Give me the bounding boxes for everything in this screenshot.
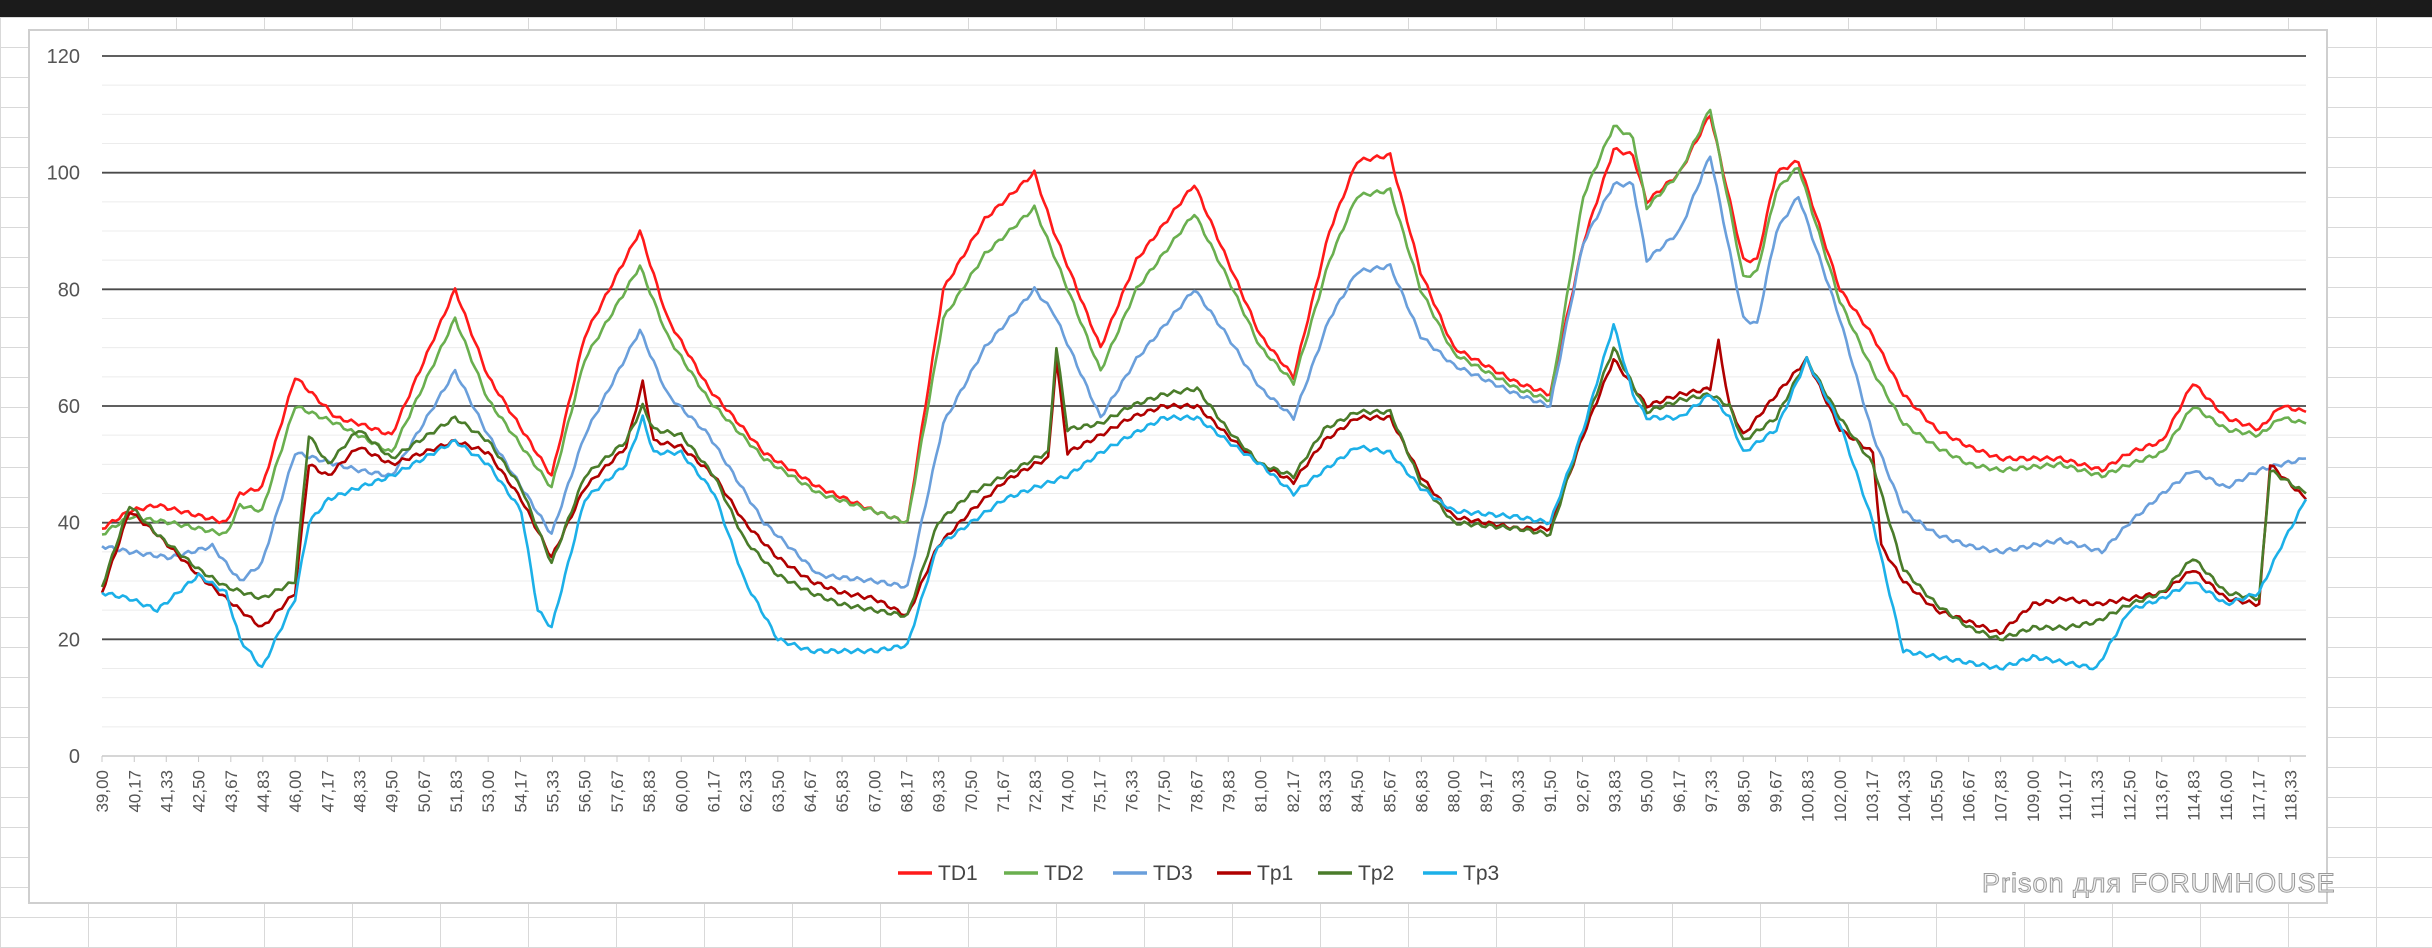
x-tick-label: 64,67 [801, 770, 820, 813]
series-line-tp2 [100, 346, 2307, 642]
x-tick-label: 62,33 [737, 770, 756, 813]
x-tick-label: 57,67 [608, 770, 627, 813]
y-axis-tick-labels: 0 20 40 60 80 100 120 [47, 46, 80, 768]
x-tick-label: 47,17 [318, 770, 337, 813]
watermark: Prison для FORUMHOUSE [1982, 868, 2336, 899]
x-axis-tick-labels: 39,00 40,17 41,33 42,50 43,67 44,83 46,00 47,17… [93, 756, 2300, 822]
x-tick-label: 41,33 [157, 770, 176, 813]
x-tick-label: 107,83 [1992, 770, 2011, 822]
x-tick-label: 51,83 [447, 770, 466, 813]
y-tick-label: 60 [58, 396, 80, 418]
x-tick-label: 43,67 [222, 770, 241, 813]
x-tick-label: 78,67 [1187, 770, 1206, 813]
x-tick-label: 54,17 [511, 770, 530, 813]
x-tick-label: 105,50 [1927, 770, 1946, 822]
x-tick-label: 39,00 [93, 770, 112, 813]
x-tick-label: 90,33 [1509, 770, 1528, 813]
y-tick-label: 0 [69, 746, 80, 768]
x-tick-label: 44,83 [254, 770, 273, 813]
series-lines [100, 108, 2308, 671]
x-tick-label: 42,50 [190, 770, 209, 813]
x-tick-label: 77,50 [1155, 770, 1174, 813]
x-tick-label: 63,50 [769, 770, 788, 813]
series-line-tp1 [100, 338, 2307, 636]
x-tick-label: 40,17 [125, 770, 144, 813]
x-tick-label: 70,50 [962, 770, 981, 813]
x-tick-label: 116,00 [2217, 770, 2236, 821]
x-tick-label: 46,00 [286, 770, 305, 813]
x-tick-label: 75,17 [1091, 770, 1110, 813]
x-tick-label: 99,67 [1767, 770, 1786, 813]
x-tick-label: 93,83 [1605, 770, 1624, 813]
x-tick-label: 55,33 [543, 770, 562, 813]
x-tick-label: 112,50 [2120, 770, 2139, 821]
legend-label-td2: TD2 [1044, 862, 1084, 885]
x-tick-label: 91,50 [1541, 770, 1560, 813]
x-tick-label: 117,17 [2249, 770, 2268, 821]
x-tick-label: 74,00 [1058, 770, 1077, 813]
x-tick-label: 79,83 [1219, 770, 1238, 813]
series-line-td2 [101, 108, 2307, 537]
x-tick-label: 61,17 [705, 770, 724, 813]
x-tick-label: 67,00 [865, 770, 884, 813]
legend-label-tp1: Tp1 [1257, 862, 1293, 885]
x-tick-label: 48,33 [350, 770, 369, 813]
x-tick-label: 114,83 [2185, 770, 2204, 821]
x-tick-label: 82,17 [1284, 770, 1303, 813]
y-tick-label: 40 [58, 513, 80, 535]
y-tick-label: 20 [58, 629, 80, 651]
x-tick-label: 50,67 [415, 770, 434, 813]
legend-label-td1: TD1 [938, 862, 978, 885]
chart-area[interactable]: 0 20 40 60 80 100 120 39,00 40,17 41,33 42,50 43,6… [28, 29, 2328, 904]
y-tick-label: 80 [58, 279, 80, 301]
y-tick-label: 120 [47, 46, 80, 68]
x-tick-label: 88,00 [1445, 770, 1464, 813]
x-tick-label: 98,50 [1734, 770, 1753, 813]
x-tick-label: 111,33 [2088, 770, 2107, 819]
x-tick-label: 106,67 [1960, 770, 1979, 822]
x-tick-label: 104,33 [1895, 770, 1914, 822]
line-chart: 0 20 40 60 80 100 120 39,00 40,17 41,33 42,50 43,6… [47, 46, 2308, 885]
series-line-tp3 [101, 322, 2308, 671]
series-line-td3 [101, 155, 2307, 589]
x-tick-label: 69,33 [930, 770, 949, 813]
x-tick-label: 102,00 [1831, 770, 1850, 822]
x-tick-label: 103,17 [1863, 770, 1882, 822]
x-tick-label: 96,17 [1670, 770, 1689, 813]
x-tick-label: 81,00 [1252, 770, 1271, 813]
legend-label-tp2: Tp2 [1358, 862, 1394, 885]
x-tick-label: 72,83 [1026, 770, 1045, 813]
x-tick-label: 109,00 [2024, 770, 2043, 822]
x-tick-label: 56,50 [576, 770, 595, 813]
x-tick-label: 113,67 [2153, 770, 2172, 821]
x-tick-label: 65,83 [833, 770, 852, 813]
x-tick-label: 60,00 [672, 770, 691, 813]
x-tick-label: 68,17 [898, 770, 917, 813]
x-tick-label: 71,67 [994, 770, 1013, 813]
x-tick-label: 49,50 [383, 770, 402, 813]
window-top-bar [0, 0, 2432, 17]
x-tick-label: 95,00 [1638, 770, 1657, 813]
x-tick-label: 58,83 [640, 770, 659, 813]
legend-label-td3: TD3 [1153, 862, 1193, 885]
x-tick-label: 76,33 [1123, 770, 1142, 813]
legend: TD1 TD2 TD3 Tp1 Tp2 Tp3 [898, 862, 1499, 885]
series-line-td1 [101, 114, 2307, 530]
x-tick-label: 89,17 [1477, 770, 1496, 813]
x-tick-label: 100,83 [1799, 770, 1818, 822]
x-tick-label: 110,17 [2056, 770, 2075, 821]
legend-label-tp3: Tp3 [1463, 862, 1499, 885]
x-tick-label: 85,67 [1380, 770, 1399, 813]
x-tick-label: 84,50 [1348, 770, 1367, 813]
x-tick-label: 83,33 [1316, 770, 1335, 813]
minor-gridlines [102, 84, 2306, 728]
x-tick-label: 86,83 [1412, 770, 1431, 813]
x-tick-label: 97,33 [1702, 770, 1721, 813]
x-tick-label: 92,67 [1573, 770, 1592, 813]
x-tick-label: 118,33 [2281, 770, 2300, 821]
major-gridlines [102, 55, 2306, 757]
x-tick-label: 53,00 [479, 770, 498, 813]
y-tick-label: 100 [47, 163, 80, 185]
